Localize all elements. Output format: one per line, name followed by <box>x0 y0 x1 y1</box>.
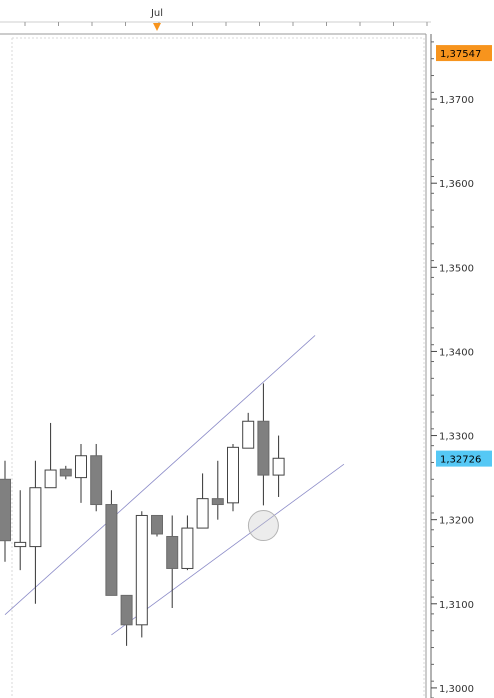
candle-body-bullish <box>14 541 27 548</box>
candle-body-bearish <box>151 514 163 535</box>
candle[interactable] <box>135 511 148 638</box>
candle[interactable] <box>227 443 239 512</box>
candle-body-bullish <box>181 527 194 569</box>
candle[interactable] <box>75 443 87 503</box>
candle[interactable] <box>151 514 163 537</box>
candle[interactable] <box>120 594 133 646</box>
high-price-tag[interactable]: 1,37547 <box>436 45 492 62</box>
candle-body-bullish <box>242 420 255 449</box>
candle-body-bullish <box>135 514 148 626</box>
current-price-tag[interactable]: 1,32726 <box>436 450 492 467</box>
candle-body-bullish <box>29 487 42 548</box>
candle[interactable] <box>211 460 224 520</box>
candle-body-bearish <box>257 420 270 476</box>
price-axis-label: 1,3400 <box>439 347 474 358</box>
price-axis-label: 1,3200 <box>439 516 474 527</box>
candle-body-bearish <box>211 498 224 506</box>
candle-body-bearish <box>120 594 133 626</box>
candle-body-bearish <box>105 504 118 596</box>
price-axis-label: 1,3300 <box>439 432 474 443</box>
candle[interactable] <box>59 465 72 480</box>
candle[interactable] <box>181 515 194 571</box>
selection-marker[interactable] <box>247 510 279 542</box>
time-axis-label: Jul <box>150 8 163 19</box>
price-axis-label: 1,3500 <box>439 263 474 274</box>
candle-body-bearish <box>59 468 72 477</box>
candle-body-bearish <box>0 478 11 542</box>
period-marker-icon <box>153 23 161 31</box>
high-price-tag-box <box>436 45 492 62</box>
candle[interactable] <box>90 443 103 512</box>
candle[interactable] <box>105 490 118 596</box>
candle-body-bullish <box>272 457 285 476</box>
candle[interactable] <box>29 460 42 604</box>
candle[interactable] <box>196 473 209 529</box>
candle[interactable] <box>14 490 27 571</box>
candle-body-bearish <box>90 455 103 506</box>
candle[interactable] <box>257 383 270 506</box>
high-price-tag-label: 1,37547 <box>440 49 481 60</box>
price-axis-label: 1,3000 <box>439 684 474 695</box>
candle-body-bearish <box>166 535 179 569</box>
candle-body-bullish <box>196 498 209 529</box>
candle[interactable] <box>166 515 179 608</box>
channel-upper-line[interactable] <box>4 335 316 616</box>
candle-body-bullish <box>44 469 57 489</box>
candle[interactable] <box>44 422 57 489</box>
price-axis-label: 1,3100 <box>439 600 474 611</box>
current-price-tag-box <box>436 450 492 467</box>
channel-lower-line[interactable] <box>111 463 345 636</box>
price-axis-label: 1,3700 <box>439 95 474 106</box>
candle[interactable] <box>272 435 285 497</box>
current-price-tag-label: 1,32726 <box>440 455 481 466</box>
candle-body-bullish <box>227 446 239 504</box>
price-axis-label: 1,3600 <box>439 179 474 190</box>
candle[interactable] <box>0 460 11 562</box>
candle-body-bullish <box>75 455 87 479</box>
candle[interactable] <box>242 412 255 449</box>
